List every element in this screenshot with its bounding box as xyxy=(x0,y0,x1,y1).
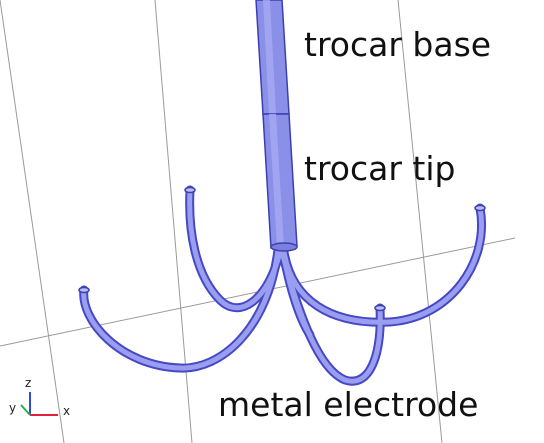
tine-end-cap xyxy=(474,204,486,212)
grid-line xyxy=(397,0,443,443)
trocar xyxy=(255,0,298,252)
tine-end-cap xyxy=(184,186,196,194)
tine-end-cap xyxy=(78,286,90,294)
axis-z-label: z xyxy=(25,376,31,390)
trocar-tip-end xyxy=(270,242,298,252)
grid xyxy=(0,0,516,443)
trocar-tip-label: trocar tip xyxy=(304,149,456,188)
trocar-base-label: trocar base xyxy=(304,25,492,64)
metal-electrode-label: metal electrode xyxy=(218,385,479,424)
axis-y-label: y xyxy=(9,401,16,415)
metal-electrode xyxy=(78,185,486,386)
grid-line xyxy=(0,0,65,443)
tine-end-cap xyxy=(374,304,386,312)
axis-x-label: x xyxy=(63,404,70,418)
axis-triad: z x y xyxy=(9,376,70,418)
